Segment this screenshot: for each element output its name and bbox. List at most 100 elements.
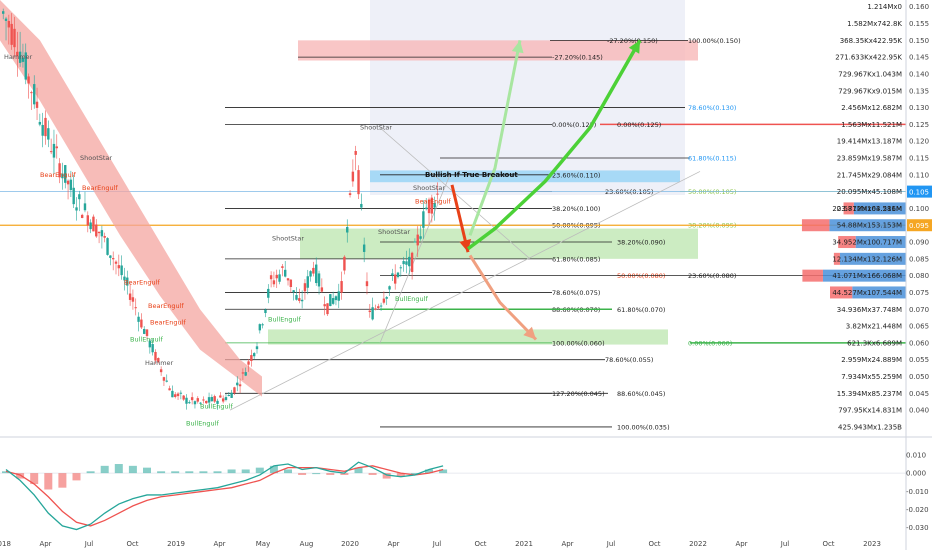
candle <box>422 211 425 228</box>
candle <box>425 207 428 210</box>
macd-histogram-bar <box>185 471 194 474</box>
x-tick-label: 2021 <box>515 540 533 548</box>
fib-label: 38.20%(0.100) <box>552 205 600 213</box>
candle <box>61 173 64 179</box>
candle <box>331 298 335 304</box>
candle <box>143 329 146 334</box>
y-tick-label: 0.060 <box>909 339 929 347</box>
pattern-label: BearEngulf <box>150 319 186 327</box>
pattern-label: BullEngulf <box>395 295 428 303</box>
pattern-label: BearEngulf <box>124 278 160 286</box>
candle <box>100 230 104 237</box>
candle <box>137 316 140 322</box>
candle <box>365 281 369 287</box>
candle <box>306 276 309 288</box>
candle <box>264 309 267 314</box>
fib-label: 88.60%(0.045) <box>617 390 665 398</box>
candle <box>80 214 84 218</box>
candle <box>33 84 36 105</box>
bullish-alt-arrow <box>468 40 522 236</box>
y-tick-label: 0.140 <box>909 70 929 78</box>
y-tick-label: 0.120 <box>909 138 929 146</box>
candle <box>433 202 436 208</box>
fib-label: 100.00%(0.035) <box>617 423 670 431</box>
candle <box>185 397 188 404</box>
forecast-shade <box>370 0 685 195</box>
candle <box>131 297 135 302</box>
fib-label: -27.20%(0.150) <box>607 37 658 45</box>
candle <box>2 11 5 14</box>
candle <box>250 355 253 362</box>
macd-histogram-bar <box>298 473 307 475</box>
macd-histogram-bar <box>72 473 81 481</box>
x-tick-label: 2023 <box>863 540 881 548</box>
candle <box>388 286 391 290</box>
candle <box>89 222 92 230</box>
candle <box>326 303 329 315</box>
candle <box>207 397 211 403</box>
candle <box>95 224 98 237</box>
volume-label: 1.563Mx11.521M <box>841 121 902 129</box>
candle <box>430 197 434 214</box>
volume-label: 20.095Mx45.108M <box>837 188 902 196</box>
fib-label: 38.20%(0.090) <box>617 239 665 247</box>
bullish-arrow-head <box>628 40 640 54</box>
candle <box>227 394 230 396</box>
volume-label: 271.633Kx422.95K <box>835 54 902 62</box>
candle <box>176 393 180 397</box>
candle <box>13 28 16 48</box>
x-tick-label: Apr <box>387 540 399 548</box>
candle <box>7 20 11 28</box>
candle <box>18 51 22 63</box>
macd-histogram-bar <box>100 465 109 474</box>
y-tick-label: 0.145 <box>909 54 929 62</box>
macd-histogram-bar <box>114 464 123 474</box>
volume-label: 20.577Mx104.286M <box>832 205 902 213</box>
macd-y-tick-label: 0.010 <box>906 451 926 459</box>
candle <box>427 199 431 214</box>
candle <box>278 274 281 282</box>
candle <box>38 121 42 125</box>
candle <box>44 117 47 137</box>
candle <box>21 57 25 62</box>
fib-label: 61.80%(0.070) <box>617 306 665 314</box>
candle <box>393 274 397 284</box>
y-tick-label: 0.110 <box>909 171 929 179</box>
candle <box>303 283 307 292</box>
macd-histogram-bar <box>2 471 10 474</box>
fib-label: 0.00%(0.060) <box>688 339 732 347</box>
macd-histogram-bar <box>396 473 405 477</box>
candle <box>114 261 118 264</box>
candle <box>4 18 8 21</box>
macd-histogram-bar <box>227 469 236 474</box>
x-tick-label: Apr <box>213 540 225 548</box>
bearish-target-arrow <box>468 254 538 341</box>
x-tick-label: Jul <box>84 540 94 548</box>
volume-label: 54.88Mx153.153M <box>837 222 902 230</box>
candle <box>323 304 326 307</box>
y-tick-label: 0.050 <box>909 373 929 381</box>
candle <box>337 291 340 301</box>
candle <box>255 346 259 350</box>
current-price-tag <box>907 185 932 198</box>
y-tick-label: 0.150 <box>909 37 929 45</box>
candle <box>379 305 383 307</box>
pattern-label: BullEngulf <box>186 420 219 428</box>
y-tick-label: 0.080 <box>909 272 929 280</box>
candle <box>329 294 332 307</box>
candle <box>117 265 121 269</box>
pattern-label: Hammer <box>4 53 33 61</box>
fib-label: 61.80%(0.115) <box>688 154 736 162</box>
candle <box>174 394 177 397</box>
candle <box>402 261 405 265</box>
candle <box>64 165 67 183</box>
fib-label: 50.00%(0.105) <box>688 188 736 196</box>
candle <box>134 307 137 309</box>
candle <box>382 298 386 303</box>
current-price-label: 0.105 <box>909 189 929 197</box>
candle <box>157 358 160 363</box>
pattern-label: ShootStar <box>80 154 112 162</box>
volume-label: 1.582Mx742.8K <box>847 20 902 28</box>
candle <box>360 203 363 208</box>
